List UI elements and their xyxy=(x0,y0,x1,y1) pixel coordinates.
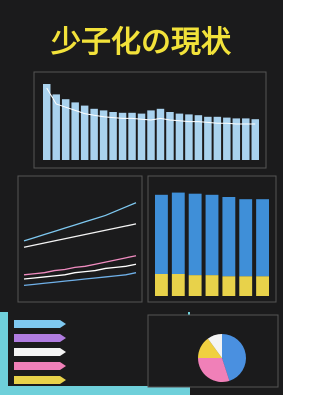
bar xyxy=(100,110,107,160)
bar xyxy=(128,113,135,160)
bar xyxy=(252,119,259,160)
bar xyxy=(242,118,249,160)
legend-arrow xyxy=(14,376,66,384)
bar-segment xyxy=(239,276,252,296)
bar-segment xyxy=(206,195,219,275)
bar xyxy=(43,84,50,160)
bar xyxy=(90,109,97,160)
bar-segment xyxy=(155,195,168,274)
bar-segment xyxy=(222,197,235,276)
legend-arrow xyxy=(14,362,66,370)
bar-segment xyxy=(189,275,202,296)
bar-segment xyxy=(172,274,185,296)
poster-title: 少子化の現状 xyxy=(51,25,232,60)
legend-arrow xyxy=(14,320,66,328)
bar xyxy=(147,110,154,160)
bar-segment xyxy=(239,199,252,276)
bar xyxy=(109,112,116,160)
bar-segment xyxy=(172,193,185,274)
bar-segment xyxy=(222,276,235,296)
bar xyxy=(223,118,230,160)
bar-segment xyxy=(256,199,269,276)
poster: 少子化の現状 xyxy=(0,0,283,395)
bar-segment xyxy=(155,274,168,296)
bar-segment xyxy=(189,194,202,275)
legend-arrow xyxy=(14,334,66,342)
legend-arrow xyxy=(14,348,66,356)
bar-segment xyxy=(206,275,219,296)
bar xyxy=(157,109,164,160)
bar xyxy=(204,117,211,160)
bar xyxy=(233,118,240,160)
bar xyxy=(119,113,126,160)
bar xyxy=(138,114,145,160)
bar-segment xyxy=(256,276,269,296)
